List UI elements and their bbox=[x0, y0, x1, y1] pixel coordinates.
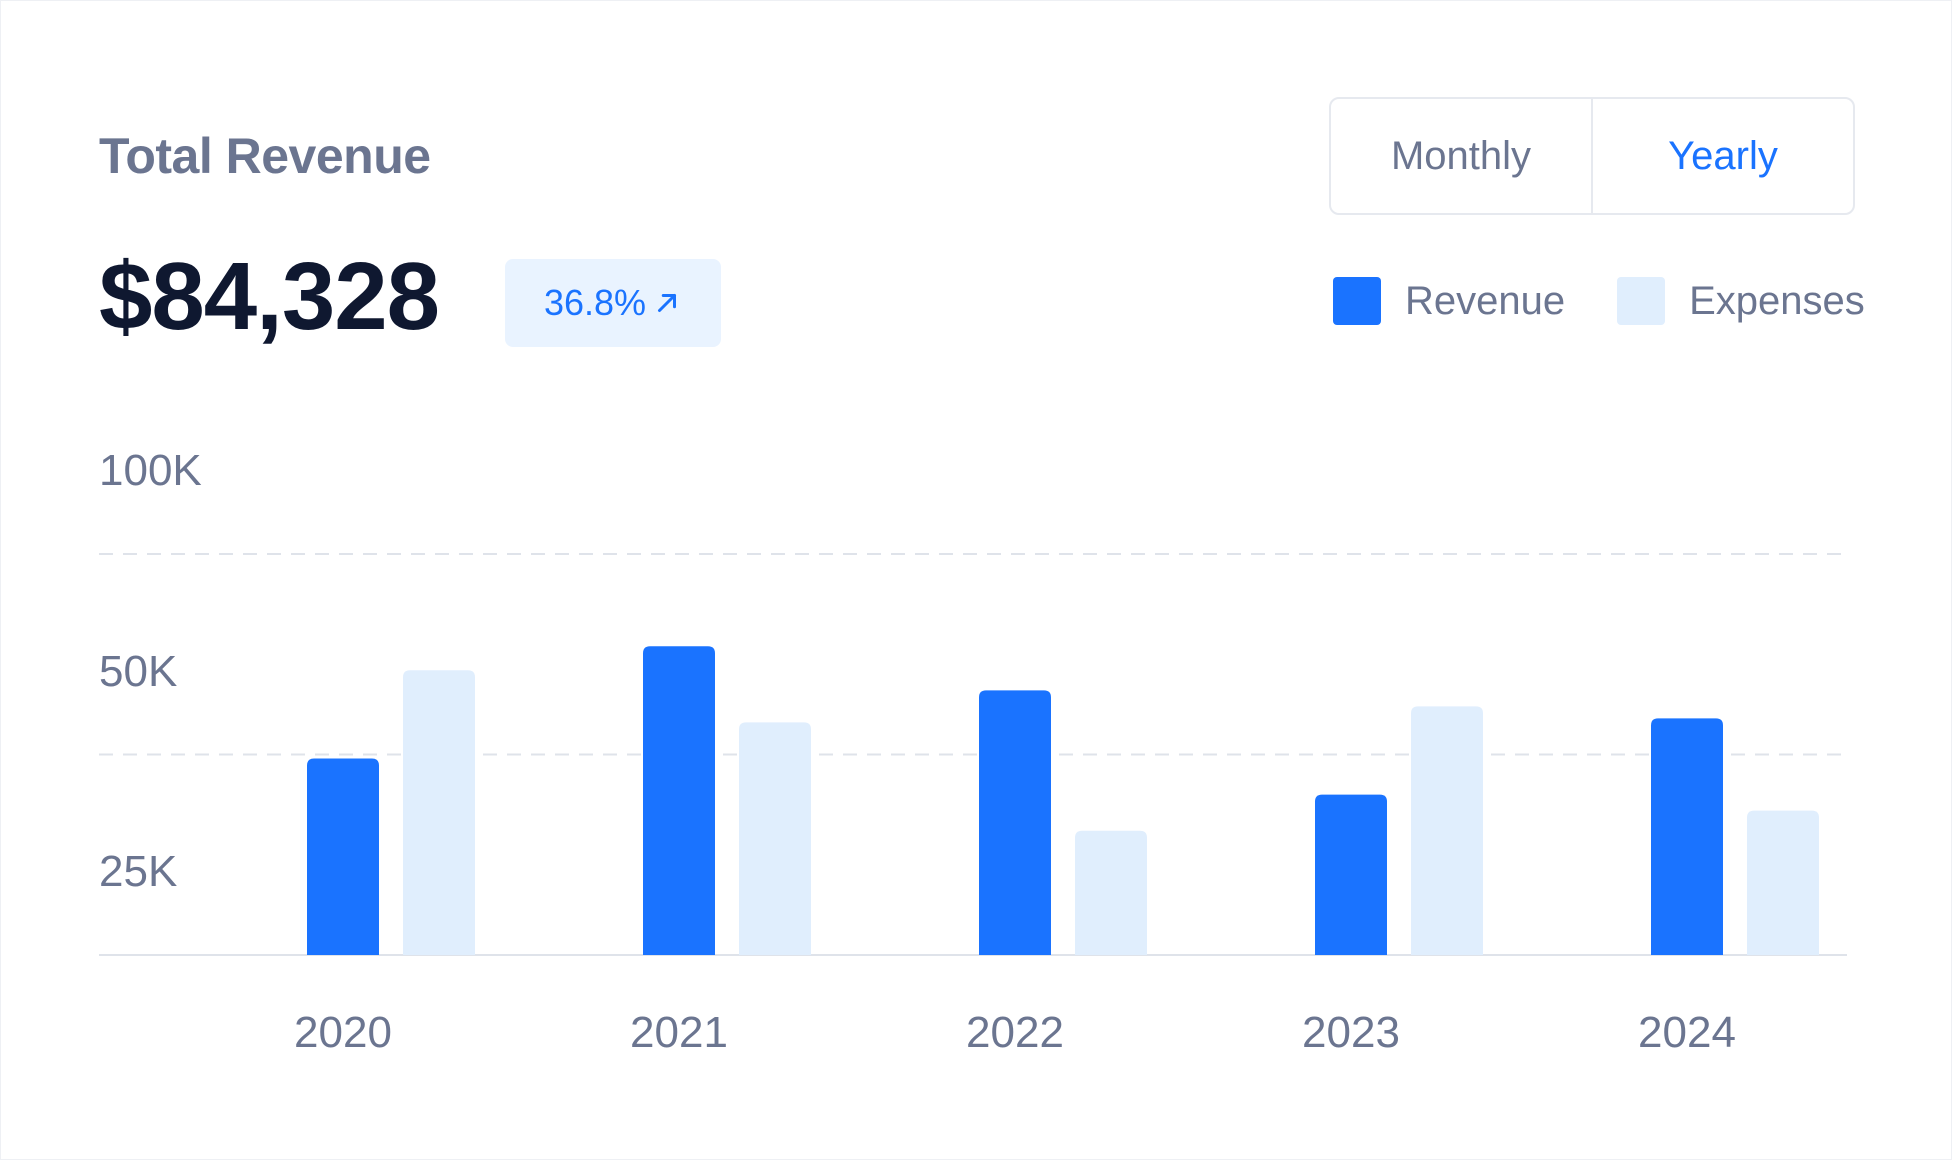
x-tick-label: 2020 bbox=[294, 1008, 392, 1057]
bar-revenue-2021 bbox=[643, 646, 715, 955]
toggle-yearly[interactable]: Yearly bbox=[1591, 99, 1853, 213]
legend-swatch-expenses bbox=[1617, 277, 1666, 325]
period-toggle[interactable]: Monthly Yearly bbox=[1329, 97, 1855, 215]
toggle-monthly[interactable]: Monthly bbox=[1390, 133, 1532, 178]
bar-revenue-2024 bbox=[1651, 718, 1723, 955]
legend-item-expenses: Expenses bbox=[1617, 277, 1865, 325]
change-badge: 36.8% bbox=[505, 259, 721, 347]
legend-item-revenue: Revenue bbox=[1333, 277, 1565, 325]
y-tick-label: 25K bbox=[99, 847, 177, 896]
legend-label-expenses: Expenses bbox=[1689, 278, 1865, 323]
total-revenue-value: $84,328 bbox=[99, 243, 440, 350]
arrow-up-right-icon bbox=[658, 294, 677, 312]
x-tick-label: 2021 bbox=[630, 1008, 728, 1057]
y-tick-label: 50K bbox=[99, 647, 177, 696]
bar-revenue-2022 bbox=[979, 690, 1051, 955]
legend-label-revenue: Revenue bbox=[1405, 278, 1566, 323]
bar-revenue-2023 bbox=[1315, 794, 1387, 955]
legend-swatch-revenue bbox=[1333, 277, 1381, 325]
x-tick-label: 2023 bbox=[1302, 1008, 1400, 1057]
bar-expenses-2021 bbox=[739, 722, 811, 955]
chart-legend: Revenue Expenses bbox=[1333, 277, 1865, 325]
y-tick-label: 100K bbox=[99, 446, 202, 495]
bar-expenses-2023 bbox=[1411, 706, 1483, 955]
x-tick-label: 2022 bbox=[966, 1008, 1064, 1057]
bar-expenses-2020 bbox=[403, 670, 475, 955]
card-title: Total Revenue bbox=[99, 128, 431, 184]
change-value: 36.8% bbox=[543, 282, 647, 323]
bar-revenue-2020 bbox=[307, 758, 379, 955]
bar-expenses-2022 bbox=[1075, 830, 1147, 955]
bar-expenses-2024 bbox=[1747, 810, 1819, 955]
x-tick-label: 2024 bbox=[1638, 1008, 1736, 1057]
